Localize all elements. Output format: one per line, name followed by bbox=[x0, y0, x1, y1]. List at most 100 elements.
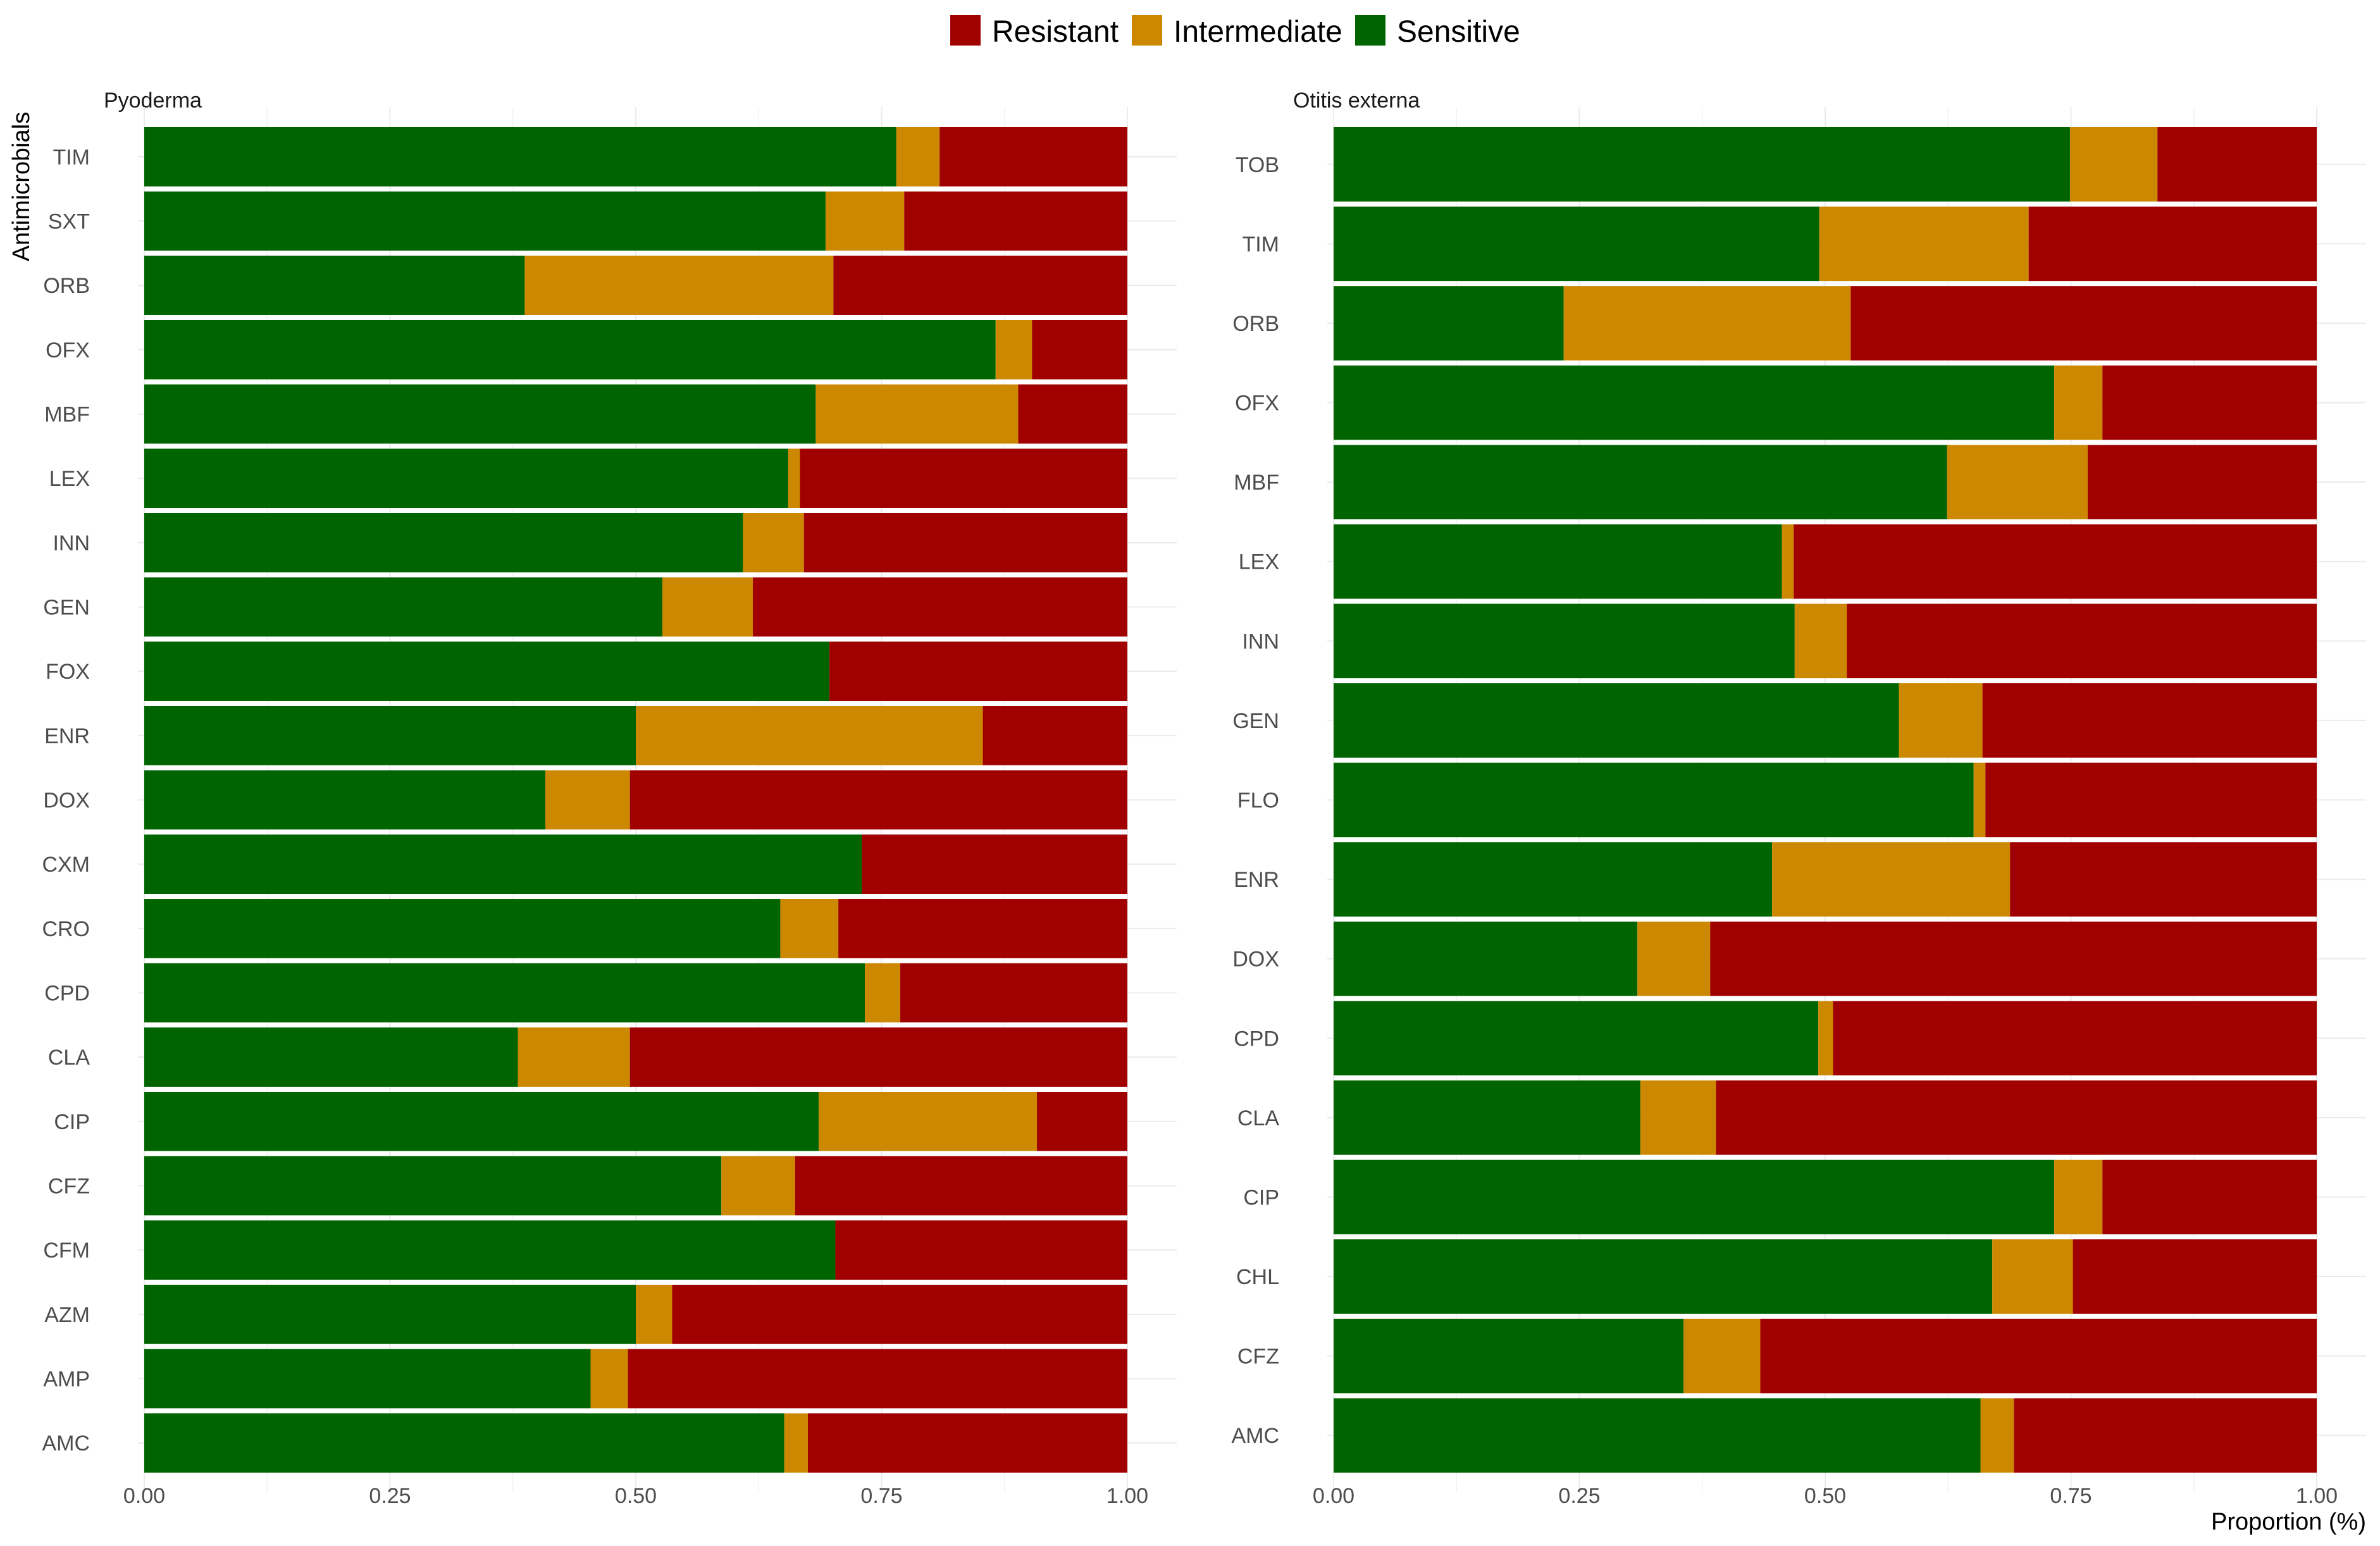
bar-intermediate-cla bbox=[1640, 1080, 1716, 1155]
bar-resistant-orb bbox=[1850, 286, 2317, 361]
bar-intermediate-cla bbox=[518, 1027, 630, 1087]
bar-resistant-amp bbox=[628, 1349, 1127, 1409]
bar-sensitive-mbf bbox=[1334, 445, 1947, 519]
y-tick-label-orb: ORB bbox=[1232, 312, 1279, 336]
bar-sensitive-enr bbox=[1334, 842, 1773, 917]
bar-resistant-enr bbox=[2010, 842, 2317, 917]
bar-resistant-mbf bbox=[2087, 445, 2317, 519]
bar-intermediate-enr bbox=[636, 706, 983, 765]
bar-resistant-cro bbox=[838, 899, 1127, 958]
legend-swatch-resistant bbox=[950, 15, 981, 46]
bar-resistant-inn bbox=[803, 513, 1127, 572]
bar-intermediate-flo bbox=[1973, 762, 1986, 838]
bar-sensitive-cxm bbox=[144, 834, 862, 894]
y-tick-label-ofx: OFX bbox=[46, 338, 90, 362]
bar-sensitive-cpd bbox=[144, 963, 865, 1023]
legend-label-intermediate: Intermediate bbox=[1174, 15, 1342, 49]
panel-pyoderma: Pyoderma TIM SXT ORB OFX MBF LEX INN GEN FOX ENR D… bbox=[42, 89, 1177, 1508]
bar-intermediate-ofx bbox=[995, 320, 1032, 380]
bar-resistant-tob bbox=[2157, 127, 2317, 202]
bar-resistant-cla bbox=[629, 1027, 1127, 1087]
y-tick-label-cxm: CXM bbox=[42, 853, 90, 877]
y-tick-label-dox: DOX bbox=[1232, 948, 1279, 972]
bar-sensitive-orb bbox=[1334, 286, 1564, 361]
panel-title-otitis-externa: Otitis externa bbox=[1293, 89, 1420, 113]
bar-intermediate-azm bbox=[636, 1285, 672, 1344]
bar-sensitive-gen bbox=[144, 577, 662, 637]
bar-sensitive-gen bbox=[1334, 683, 1899, 758]
y-tick-label-amc: AMC bbox=[1231, 1424, 1279, 1448]
y-tick-label-cip: CIP bbox=[54, 1110, 90, 1134]
bar-sensitive-amc bbox=[144, 1413, 784, 1473]
bar-intermediate-tob bbox=[2069, 127, 2158, 202]
bar-row-otitis-externa-tim: TIM bbox=[1242, 206, 2317, 281]
y-tick-label-cpd: CPD bbox=[1234, 1027, 1279, 1051]
bar-intermediate-ofx bbox=[2054, 365, 2103, 440]
bar-sensitive-sxt bbox=[144, 191, 826, 251]
bar-resistant-ofx bbox=[2102, 365, 2317, 440]
x-tick-label: 0.25 bbox=[369, 1484, 411, 1508]
bar-sensitive-dox bbox=[144, 770, 546, 830]
bar-row-pyoderma-cip: CIP bbox=[54, 1092, 1127, 1151]
bar-row-pyoderma-tim: TIM bbox=[53, 127, 1127, 187]
y-tick-label-mbf: MBF bbox=[44, 403, 90, 427]
y-tick-label-enr: ENR bbox=[1234, 868, 1279, 892]
bar-intermediate-lex bbox=[788, 448, 800, 508]
bar-sensitive-orb bbox=[144, 256, 525, 315]
y-tick-label-cfz: CFZ bbox=[48, 1175, 90, 1199]
bar-sensitive-chl bbox=[1334, 1239, 1993, 1314]
bar-sensitive-mbf bbox=[144, 384, 816, 444]
bar-intermediate-dox bbox=[545, 770, 630, 830]
bar-row-pyoderma-amp: AMP bbox=[43, 1349, 1127, 1409]
bar-intermediate-gen bbox=[1899, 683, 1983, 758]
y-tick-label-dox: DOX bbox=[43, 789, 90, 813]
y-tick-label-cip: CIP bbox=[1243, 1185, 1279, 1209]
y-tick-label-amc: AMC bbox=[42, 1432, 90, 1456]
bar-row-pyoderma-cfm: CFM bbox=[43, 1220, 1127, 1280]
bar-intermediate-gen bbox=[662, 577, 753, 637]
bar-sensitive-tim bbox=[1334, 206, 1819, 281]
bar-row-otitis-externa-flo: FLO bbox=[1237, 762, 2317, 838]
bar-sensitive-cfz bbox=[144, 1156, 722, 1216]
bar-intermediate-inn bbox=[1794, 603, 1847, 679]
bar-sensitive-azm bbox=[144, 1285, 636, 1344]
bar-intermediate-enr bbox=[1772, 842, 2011, 917]
bar-sensitive-amc bbox=[1334, 1398, 1981, 1473]
y-tick-label-tim: TIM bbox=[53, 145, 90, 170]
bar-row-otitis-externa-mbf: MBF bbox=[1234, 445, 2317, 519]
bar-row-pyoderma-inn: INN bbox=[53, 513, 1127, 572]
bar-intermediate-cfz bbox=[1683, 1318, 1761, 1394]
y-tick-label-orb: ORB bbox=[43, 274, 90, 298]
bar-row-pyoderma-cro: CRO bbox=[42, 899, 1127, 958]
bar-resistant-flo bbox=[1985, 762, 2317, 838]
bar-row-otitis-externa-chl: CHL bbox=[1236, 1239, 2317, 1314]
x-tick-label: 0.00 bbox=[123, 1484, 165, 1508]
bar-row-pyoderma-gen: GEN bbox=[43, 577, 1127, 637]
bar-sensitive-inn bbox=[1334, 603, 1795, 679]
bar-resistant-gen bbox=[1982, 683, 2317, 758]
bar-sensitive-tim bbox=[144, 127, 896, 187]
bar-intermediate-mbf bbox=[1947, 445, 2088, 519]
bar-row-otitis-externa-enr: ENR bbox=[1234, 842, 2317, 917]
bar-sensitive-flo bbox=[1334, 762, 1974, 838]
y-axis-title: Antimicrobials bbox=[8, 112, 35, 262]
bar-sensitive-lex bbox=[1334, 524, 1782, 599]
bar-intermediate-orb bbox=[1563, 286, 1851, 361]
bar-row-otitis-externa-lex: LEX bbox=[1239, 524, 2317, 599]
bar-resistant-tim bbox=[939, 127, 1127, 187]
bar-resistant-mbf bbox=[1018, 384, 1127, 444]
bar-intermediate-cfz bbox=[721, 1156, 795, 1216]
bar-sensitive-inn bbox=[144, 513, 743, 572]
bar-sensitive-amp bbox=[144, 1349, 591, 1409]
bar-row-pyoderma-azm: AZM bbox=[44, 1285, 1127, 1344]
bar-sensitive-dox bbox=[1334, 921, 1638, 996]
bar-intermediate-cpd bbox=[1818, 1001, 1833, 1076]
x-tick-label: 0.50 bbox=[1804, 1484, 1846, 1508]
bar-sensitive-cfm bbox=[144, 1220, 836, 1280]
bar-resistant-amc bbox=[807, 1413, 1127, 1473]
bar-resistant-sxt bbox=[904, 191, 1127, 251]
legend-swatch-intermediate bbox=[1132, 15, 1162, 46]
bar-resistant-amc bbox=[2014, 1398, 2317, 1473]
bar-row-pyoderma-enr: ENR bbox=[44, 706, 1127, 765]
bar-resistant-inn bbox=[1847, 603, 2317, 679]
